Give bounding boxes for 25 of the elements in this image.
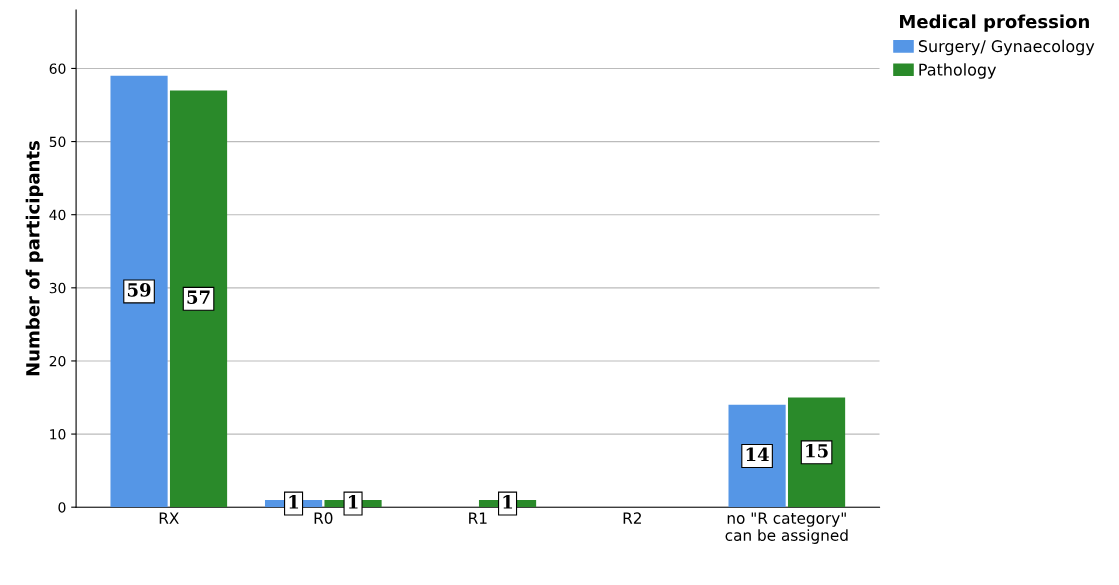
x-tick-label: R0 <box>314 512 333 524</box>
data-label: 59 <box>127 283 151 297</box>
data-label: 1 <box>289 495 299 509</box>
legend-label: Surgery/ Gynaecology <box>918 39 1095 56</box>
x-tick-label: R2 <box>623 512 641 524</box>
y-tick-label: 30 <box>49 282 66 294</box>
bar <box>110 75 168 508</box>
bar <box>169 90 228 508</box>
data-label: 1 <box>348 495 358 509</box>
x-tick-label: R1 <box>469 512 487 524</box>
y-tick-label: 40 <box>49 209 66 221</box>
y-tick-label: 10 <box>50 429 66 440</box>
y-tick-label: 60 <box>49 63 66 74</box>
legend-title: Medical profession <box>900 14 1089 32</box>
data-label: 14 <box>746 447 769 461</box>
data-label: 15 <box>806 443 828 458</box>
legend-label: Pathology <box>919 63 997 79</box>
y-tick-label: 20 <box>49 355 66 367</box>
y-tick-label: 0 <box>58 502 66 513</box>
data-label: 57 <box>187 290 210 305</box>
x-tick-label: no "R category" can be assigned <box>725 512 848 544</box>
data-label: 1 <box>503 495 513 509</box>
x-tick-label: RX <box>159 512 179 524</box>
y-tick-label: 50 <box>49 136 66 148</box>
y-axis-title: Number of participants <box>25 141 44 376</box>
